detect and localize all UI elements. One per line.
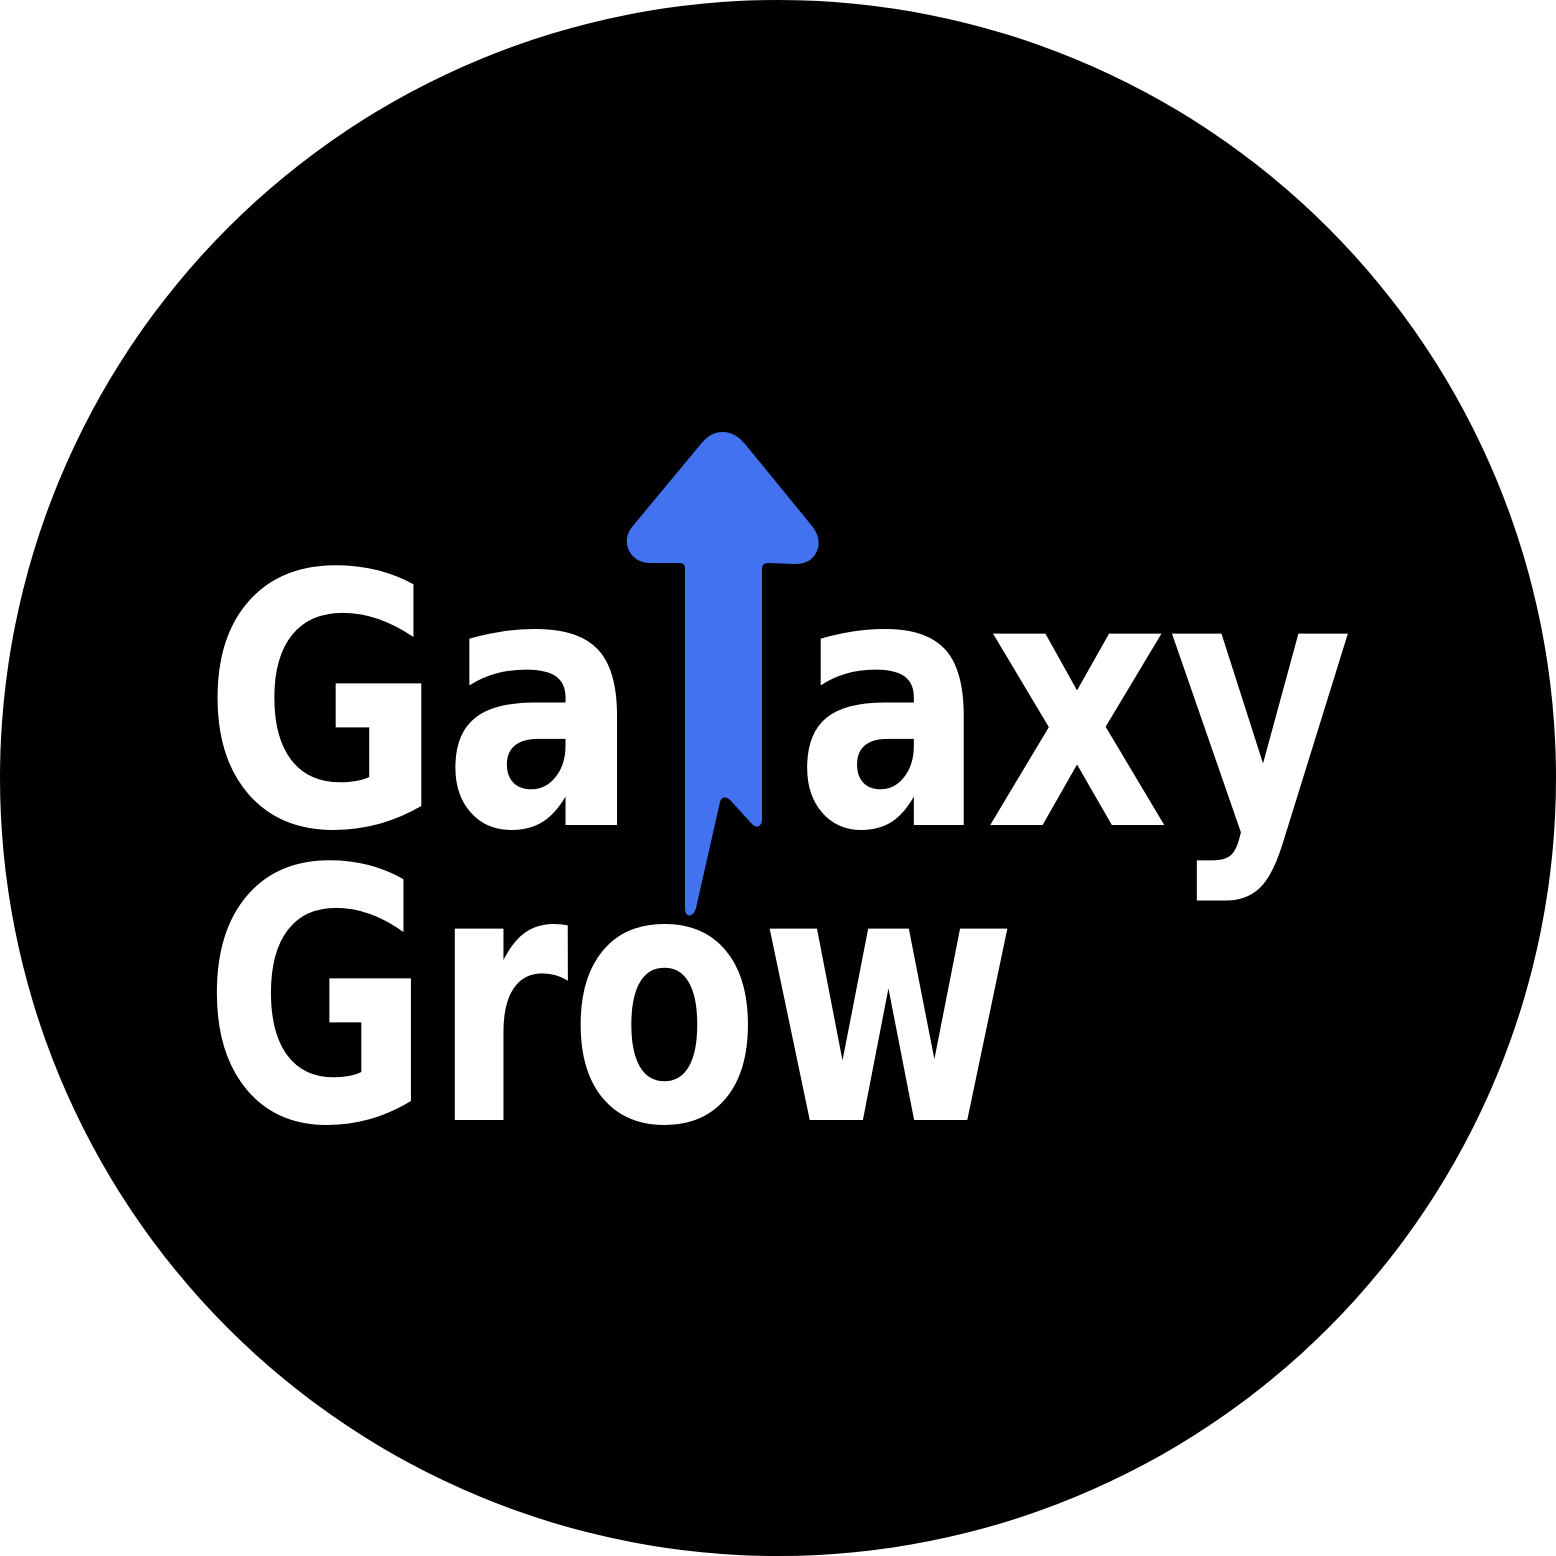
logo-text-start: Ga <box>203 500 640 908</box>
logo-text-second-line: Grow <box>203 795 1017 1203</box>
arrow-letter <box>626 432 819 916</box>
logo-text-end: axy <box>795 500 1353 908</box>
